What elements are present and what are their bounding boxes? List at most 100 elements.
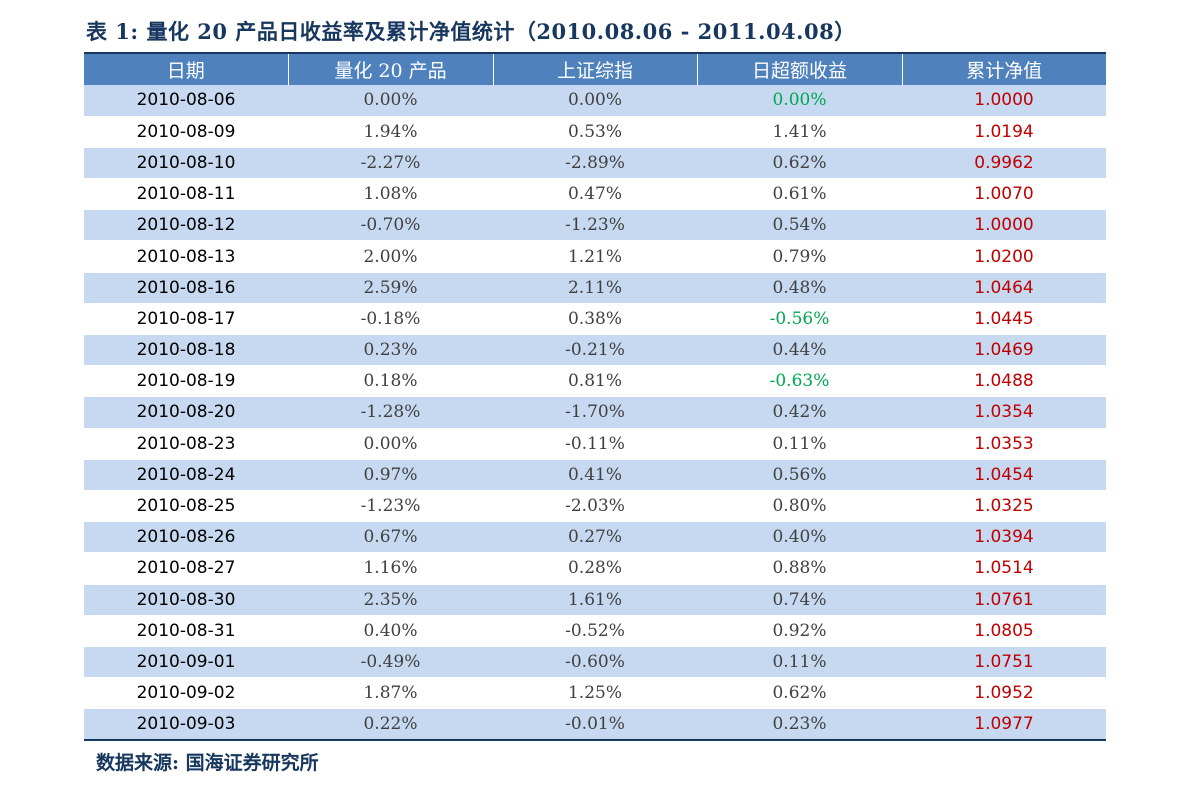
cell-excess-return: 0.44% [697,334,902,367]
cell-date: 2010-09-03 [84,708,288,741]
cell-cumulative-nav: 1.0353 [902,428,1106,460]
cell-excess-return: 0.62% [697,147,902,180]
table-row: 2010-08-18 0.23% -0.21% 0.44% 1.0469 [84,334,1106,367]
table-row: 2010-08-24 0.97% 0.41% 0.56% 1.0454 [84,459,1106,491]
cell-index-return: -1.70% [493,396,697,429]
cell-excess-return: 0.40% [697,521,902,554]
data-source-note: 数据来源: 国海证券研究所 [96,752,319,774]
cell-date: 2010-08-31 [84,615,288,647]
header-date: 日期 [84,52,289,85]
cell-excess-return: 0.00% [697,85,902,117]
table-row: 2010-08-19 0.18% 0.81% -0.63% 1.0488 [84,365,1106,398]
cell-index-return: -2.89% [493,147,697,180]
cell-product-return: 2.00% [288,240,493,273]
cell-cumulative-nav: 1.0761 [902,584,1106,616]
cell-index-return: -0.11% [493,428,697,460]
cell-excess-return: 0.11% [697,428,902,460]
cell-index-return: 0.00% [493,85,697,117]
cell-product-return: 0.97% [288,459,493,491]
table-row: 2010-08-27 1.16% 0.28% 0.88% 1.0514 [84,552,1106,585]
table-row: 2010-08-23 0.00% -0.11% 0.11% 1.0353 [84,428,1106,460]
table-row: 2010-08-09 1.94% 0.53% 1.41% 1.0194 [84,116,1106,148]
cell-product-return: -0.70% [288,209,493,242]
cell-date: 2010-08-26 [84,521,288,554]
table-row: 2010-08-11 1.08% 0.47% 0.61% 1.0070 [84,178,1106,211]
cell-excess-return: -0.56% [697,303,902,336]
cell-date: 2010-08-12 [84,209,288,242]
cell-date: 2010-08-19 [84,365,288,398]
cell-index-return: 0.81% [493,365,697,398]
cell-cumulative-nav: 1.0070 [902,178,1106,211]
cell-cumulative-nav: 1.0805 [902,615,1106,647]
cell-product-return: 1.16% [288,552,493,585]
cell-product-return: -2.27% [288,147,493,180]
cell-excess-return: 0.92% [697,615,902,647]
returns-table: 日期 量化 20 产品 上证综指 日超额收益 累计净值 2010-08-06 0.… [84,52,1106,741]
cell-cumulative-nav: 1.0469 [902,334,1106,367]
cell-cumulative-nav: 1.0464 [902,272,1106,304]
cell-product-return: -1.28% [288,396,493,429]
table-row: 2010-08-20 -1.28% -1.70% 0.42% 1.0354 [84,396,1106,429]
table-row: 2010-08-31 0.40% -0.52% 0.92% 1.0805 [84,615,1106,647]
table-row: 2010-09-03 0.22% -0.01% 0.23% 1.0977 [84,708,1106,741]
table-header-row: 日期 量化 20 产品 上证综指 日超额收益 累计净值 [84,52,1106,85]
cell-date: 2010-08-18 [84,334,288,367]
cell-product-return: 2.35% [288,584,493,616]
table-row: 2010-08-16 2.59% 2.11% 0.48% 1.0464 [84,272,1106,304]
cell-index-return: -0.21% [493,334,697,367]
cell-cumulative-nav: 0.9962 [902,147,1106,180]
table-row: 2010-08-06 0.00% 0.00% 0.00% 1.0000 [84,85,1106,117]
cell-excess-return: 1.41% [697,116,902,148]
cell-excess-return: 0.74% [697,584,902,616]
header-excess-return: 日超额收益 [697,52,903,85]
cell-excess-return: -0.63% [697,365,902,398]
table-row: 2010-08-10 -2.27% -2.89% 0.62% 0.9962 [84,147,1106,180]
cell-cumulative-nav: 1.0200 [902,240,1106,273]
cell-excess-return: 0.88% [697,552,902,585]
cell-product-return: 1.08% [288,178,493,211]
cell-product-return: 0.67% [288,521,493,554]
header-product-return: 量化 20 产品 [288,52,494,85]
cell-index-return: 0.47% [493,178,697,211]
cell-excess-return: 0.11% [697,646,902,679]
cell-excess-return: 0.79% [697,240,902,273]
cell-product-return: 1.94% [288,116,493,148]
cell-date: 2010-08-25 [84,490,288,523]
cell-product-return: 0.40% [288,615,493,647]
cell-cumulative-nav: 1.0488 [902,365,1106,398]
cell-date: 2010-09-01 [84,646,288,679]
cell-cumulative-nav: 1.0445 [902,303,1106,336]
cell-index-return: 1.21% [493,240,697,273]
cell-date: 2010-08-11 [84,178,288,211]
cell-excess-return: 0.62% [697,677,902,710]
cell-index-return: -0.52% [493,615,697,647]
cell-product-return: 0.00% [288,428,493,460]
cell-cumulative-nav: 1.0354 [902,396,1106,429]
cell-index-return: 1.25% [493,677,697,710]
table-row: 2010-09-02 1.87% 1.25% 0.62% 1.0952 [84,677,1106,710]
cell-index-return: 0.41% [493,459,697,491]
cell-date: 2010-08-17 [84,303,288,336]
cell-product-return: 0.23% [288,334,493,367]
cell-index-return: 0.53% [493,116,697,148]
cell-excess-return: 0.23% [697,708,902,741]
cell-excess-return: 0.48% [697,272,902,304]
cell-index-return: 0.28% [493,552,697,585]
cell-product-return: 0.18% [288,365,493,398]
cell-date: 2010-08-24 [84,459,288,491]
cell-product-return: 2.59% [288,272,493,304]
table-row: 2010-08-17 -0.18% 0.38% -0.56% 1.0445 [84,303,1106,336]
cell-date: 2010-08-16 [84,272,288,304]
returns-table-container: 日期 量化 20 产品 上证综指 日超额收益 累计净值 2010-08-06 0.… [84,52,1106,741]
cell-date: 2010-08-30 [84,584,288,616]
cell-product-return: 0.00% [288,85,493,117]
header-cumulative-nav: 累计净值 [902,52,1106,85]
cell-index-return: -1.23% [493,209,697,242]
cell-cumulative-nav: 1.0514 [902,552,1106,585]
cell-product-return: -0.49% [288,646,493,679]
cell-excess-return: 0.56% [697,459,902,491]
table-row: 2010-08-30 2.35% 1.61% 0.74% 1.0761 [84,584,1106,616]
cell-date: 2010-09-02 [84,677,288,710]
cell-cumulative-nav: 1.0194 [902,116,1106,148]
cell-excess-return: 0.54% [697,209,902,242]
